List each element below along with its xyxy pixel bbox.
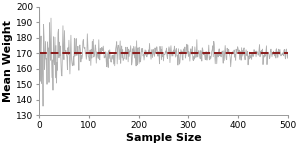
- X-axis label: Sample Size: Sample Size: [126, 133, 201, 142]
- Y-axis label: Mean Weight: Mean Weight: [4, 20, 14, 102]
